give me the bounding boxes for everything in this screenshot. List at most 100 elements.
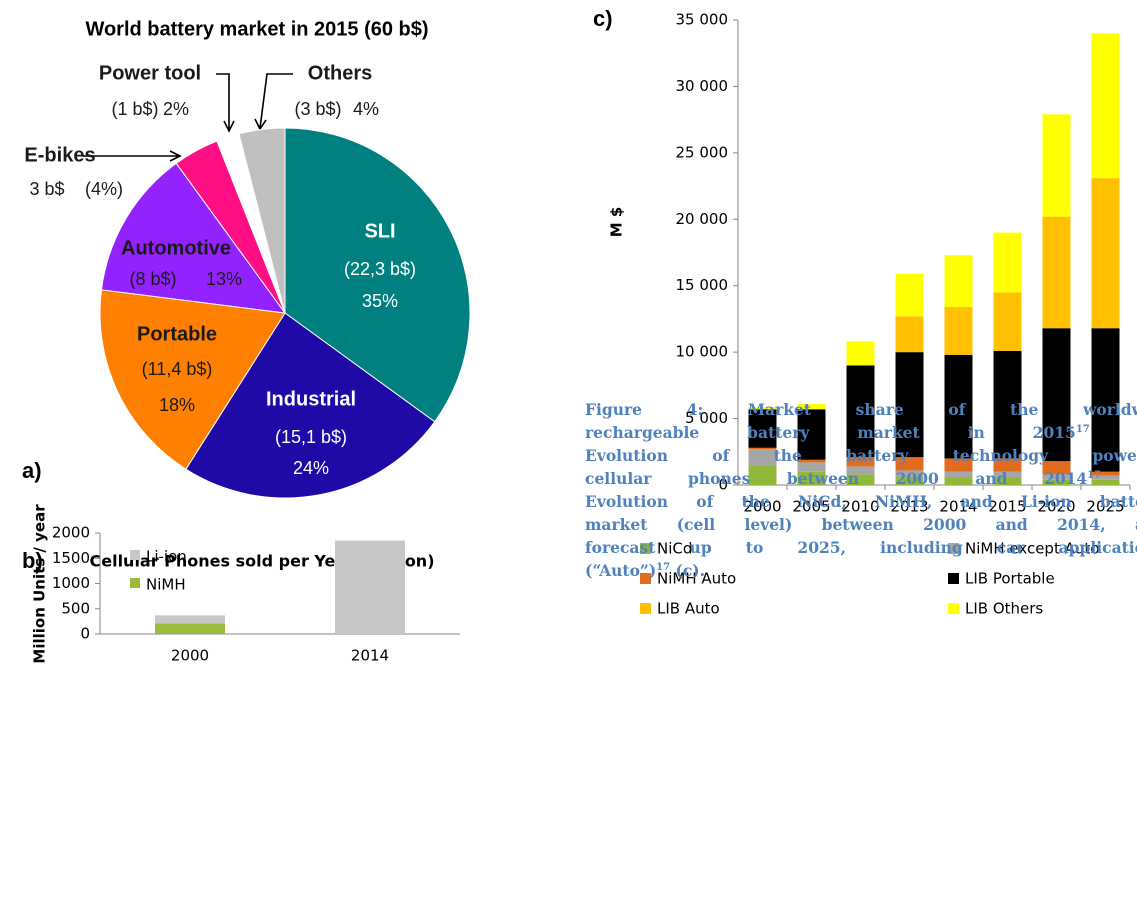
y-tick-label: 20 000 <box>676 210 729 228</box>
legend-swatch <box>948 573 959 584</box>
caption-text: forecast up to 2025, including car appli… <box>585 538 1137 557</box>
caption-line: (“Auto”)17 (c). <box>585 559 1137 582</box>
bar-segment <box>797 403 826 410</box>
caption-text: cellular phones between 2000 and 2014 <box>585 469 1088 488</box>
y-tick-label: 5 000 <box>685 409 728 427</box>
bar-segment <box>748 409 777 448</box>
legend-swatch <box>640 543 651 554</box>
bar-segment <box>944 471 973 478</box>
bar-segment <box>895 457 924 471</box>
caption-line: forecast up to 2025, including car appli… <box>585 536 1137 559</box>
pie-slice <box>100 162 287 314</box>
bar-segment <box>797 409 826 460</box>
bar-segment <box>1042 474 1071 480</box>
panel-label: a) <box>22 458 42 483</box>
bar-segment <box>748 449 777 466</box>
bar-segment <box>993 477 1022 485</box>
bar-segment <box>846 466 875 475</box>
bar-segment <box>1042 216 1071 329</box>
slice-amount: 3 b$ <box>29 179 64 199</box>
bar-segment <box>895 316 924 353</box>
slice-amount: (22,3 b$) <box>344 259 416 279</box>
legend-swatch <box>948 603 959 614</box>
caption-line: Figure 4: Market share of the worldw <box>585 398 1137 421</box>
y-tick-label: 2000 <box>52 524 90 542</box>
y-tick-label: 1000 <box>52 574 90 592</box>
reference: 17 <box>1087 470 1102 481</box>
value-label: 2% <box>163 99 189 119</box>
value-label: 24% <box>293 458 329 478</box>
x-tick-label: 2010 <box>841 498 879 516</box>
y-tick-label: 25 000 <box>676 143 729 161</box>
slice-label: Others <box>308 62 372 84</box>
caption: Figure 4: Market share of the worldw rech… <box>585 398 1137 582</box>
legend-label: NiMH Auto <box>657 570 736 588</box>
legend-label: Li-ion <box>146 548 187 566</box>
x-tick-label: 2000 <box>743 498 781 516</box>
bar-segment <box>993 458 1022 472</box>
bar-segment <box>895 273 924 317</box>
bar-segment <box>944 255 973 307</box>
bar-segment <box>797 462 826 472</box>
bar-segment <box>846 365 875 458</box>
x-tick-label: 2014 <box>939 498 977 516</box>
bar-segment <box>155 615 225 624</box>
bar-segment <box>846 474 875 485</box>
bar-segment <box>944 354 973 459</box>
bar-segment <box>1091 33 1120 179</box>
legend-swatch <box>640 603 651 614</box>
legend-label: NiMH except Auto <box>965 540 1099 558</box>
bar-segment <box>797 459 826 463</box>
reference: 17 <box>1075 424 1090 435</box>
bar-segment <box>993 292 1022 351</box>
caption-line: rechargeable battery market in 201517 ( <box>585 421 1137 444</box>
bar-segment <box>1042 114 1071 217</box>
slice-label: Automotive <box>121 237 231 259</box>
slice-label: Power tool <box>99 62 201 84</box>
caption-text: ( <box>1101 469 1137 488</box>
bar-segment <box>155 623 225 634</box>
bar-segment <box>335 540 405 634</box>
bar-segment <box>895 477 924 485</box>
y-tick-label: 35 000 <box>676 11 729 29</box>
bar-segment <box>1091 479 1120 485</box>
bar-segment <box>846 457 875 467</box>
pie-slice <box>99 289 286 470</box>
caption-line: Evolution of the NiCd, NiMH, and Li-ion … <box>585 490 1137 513</box>
value-label: 18% <box>159 395 195 415</box>
slice-label: SLI <box>364 220 395 242</box>
caption-text: ( <box>1090 423 1137 442</box>
bar-segment <box>944 458 973 472</box>
caption-text: Evolution of the NiCd, NiMH, and Li-ion … <box>585 492 1137 511</box>
legend-label: NiMH <box>146 576 186 594</box>
y-tick-label: 15 000 <box>676 276 729 294</box>
x-tick-label: 2005 <box>792 498 830 516</box>
y-tick-label: 500 <box>61 599 90 617</box>
slice-amount: (8 b$) <box>129 269 176 289</box>
bar-segment <box>748 407 777 410</box>
x-tick-label: 2025 <box>1086 498 1124 516</box>
x-tick-label: 2014 <box>351 647 389 665</box>
x-tick-label: 2013 <box>890 498 928 516</box>
bar-segment <box>895 352 924 458</box>
y-axis-label: M $ <box>608 207 626 238</box>
bar-segment <box>993 471 1022 478</box>
legend-label: LIB Portable <box>965 570 1055 588</box>
legend-swatch <box>130 550 140 560</box>
arrows <box>82 73 293 162</box>
chart-title: World battery market in 2015 (60 b$) <box>85 18 428 40</box>
bar-segment <box>993 350 1022 459</box>
caption-text: market (cell level) between 2000 and 201… <box>585 515 1137 534</box>
bar-segment <box>748 465 777 485</box>
value-label: 4% <box>353 99 379 119</box>
caption-line: Evolution of the battery technology powe… <box>585 444 1137 467</box>
bar-segment <box>1091 178 1120 329</box>
pie-slice <box>185 312 436 499</box>
caption-text: (“Auto”) <box>585 561 657 580</box>
x-tick-label: 2020 <box>1037 498 1075 516</box>
legend-swatch <box>948 543 959 554</box>
bar-segment <box>797 471 826 485</box>
legend-label: LIB Others <box>965 600 1043 618</box>
